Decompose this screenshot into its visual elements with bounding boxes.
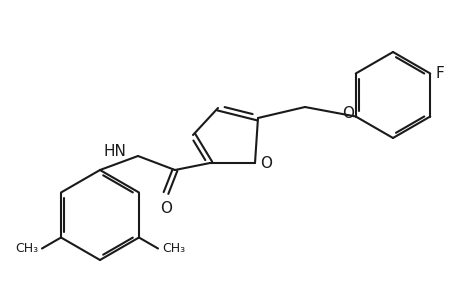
Text: O: O <box>259 155 271 170</box>
Text: HN: HN <box>103 143 126 158</box>
Text: CH₃: CH₃ <box>15 242 38 255</box>
Text: F: F <box>434 66 443 81</box>
Text: CH₃: CH₃ <box>162 242 185 255</box>
Text: O: O <box>160 201 172 216</box>
Text: O: O <box>341 106 353 121</box>
